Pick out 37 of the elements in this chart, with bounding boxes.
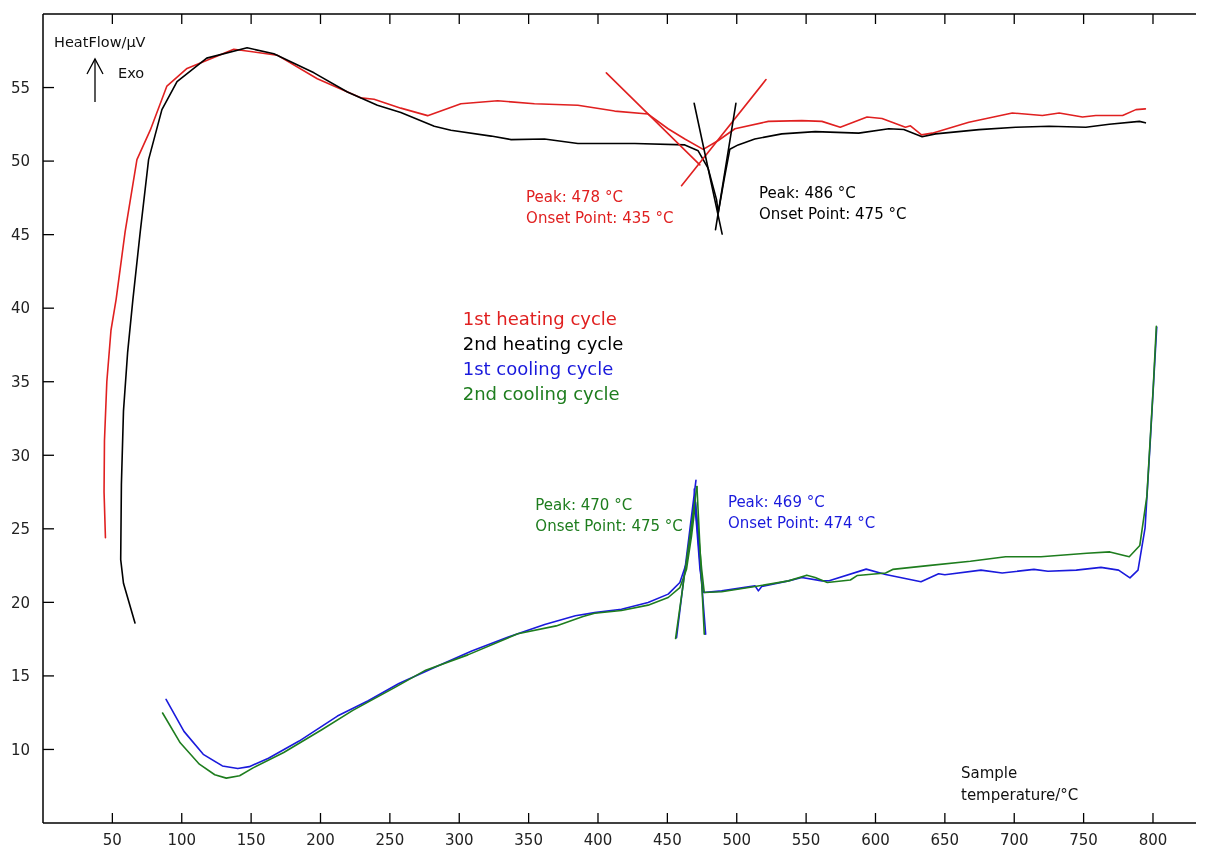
x-tick-label: 750 [1069, 831, 1098, 849]
y-tick-label: 20 [10, 593, 30, 612]
annotation: Exo [118, 65, 145, 81]
x-tick-label: 650 [930, 831, 960, 849]
x-tick-label: 500 [722, 831, 752, 849]
text: 2nd heating cycle [462, 333, 624, 355]
x-tick-label: 50 [102, 831, 122, 849]
y-tick-label: 55 [10, 78, 30, 97]
y-tick-label: 40 [10, 299, 30, 318]
x-tick-label: 350 [514, 831, 543, 849]
x-tick-label: 100 [167, 831, 197, 849]
x-tick-label: 550 [791, 831, 821, 849]
y-tick-label: 30 [10, 446, 30, 465]
x-tick-label: 250 [375, 831, 405, 849]
annotation: Peak: 478 °C Onset Point: 435 °C [526, 188, 674, 228]
y-tick-label: 45 [10, 225, 30, 244]
annotation: Peak: 486 °C Onset Point: 475 °C [759, 183, 907, 223]
x-tick-label: 400 [583, 831, 613, 849]
x-tick-label: 800 [1138, 831, 1168, 849]
x-tick-label: 150 [236, 831, 266, 849]
y-tick-label: 50 [10, 152, 30, 171]
annotation: Peak: 469 °C Onset Point: 474 °C [727, 493, 876, 533]
x-axis-title: Sample temperature/°C [961, 764, 1079, 804]
y-tick-label: 10 [10, 740, 30, 759]
x-tick-label: 600 [861, 831, 890, 849]
text: 1st cooling cycle [462, 358, 614, 380]
y-tick-label: 25 [10, 520, 30, 539]
x-tick-label: 200 [306, 831, 335, 849]
text: 2nd cooling cycle [462, 383, 620, 405]
y-axis-title: HeatFlow/µV [54, 34, 146, 50]
x-tick-label: 450 [653, 831, 682, 849]
x-tick-label: 700 [999, 831, 1029, 849]
annotation: Peak: 470 °C Onset Point: 475 °C [535, 495, 683, 535]
text: 1st heating cycle [462, 308, 617, 330]
y-tick-label: 15 [10, 667, 30, 686]
x-tick-label: 300 [444, 831, 474, 849]
y-tick-label: 35 [10, 372, 30, 391]
